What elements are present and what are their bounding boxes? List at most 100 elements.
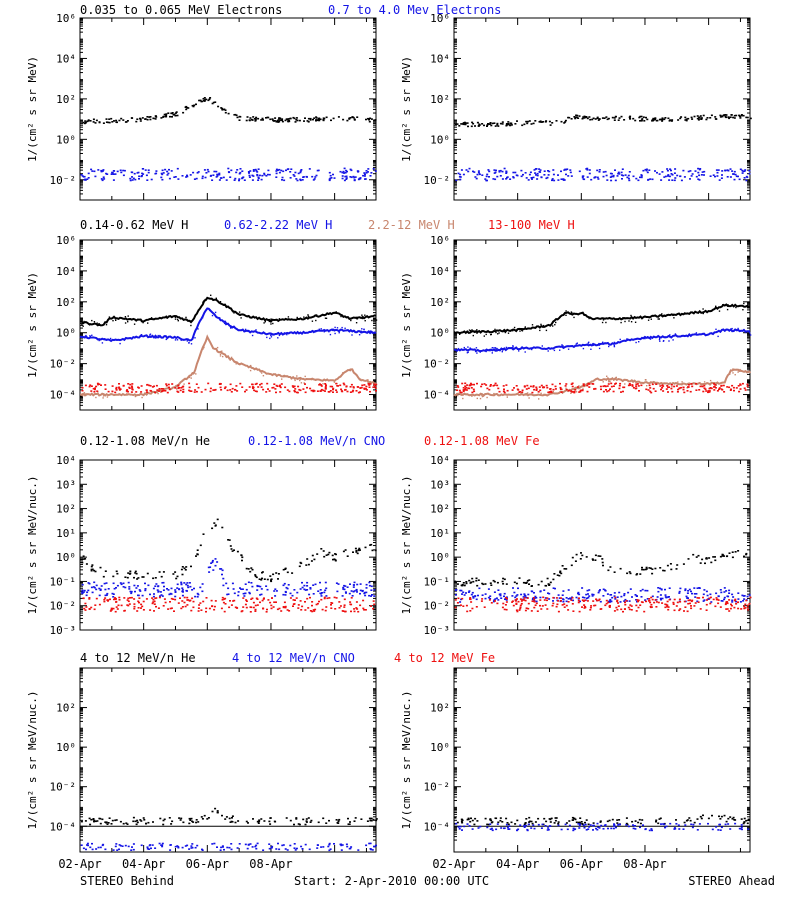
y-tick-label: 10⁻² bbox=[424, 600, 451, 613]
data-point bbox=[111, 172, 114, 174]
data-point bbox=[158, 388, 161, 390]
data-point bbox=[325, 595, 328, 597]
data-point bbox=[486, 124, 489, 126]
data-point bbox=[343, 383, 346, 386]
data-point bbox=[82, 591, 85, 593]
data-point bbox=[723, 555, 725, 557]
data-point bbox=[689, 178, 691, 180]
data-point bbox=[596, 117, 599, 120]
data-point bbox=[666, 169, 669, 172]
data-point bbox=[191, 820, 194, 823]
data-point bbox=[520, 175, 523, 178]
data-point bbox=[592, 593, 595, 596]
data-point bbox=[643, 120, 646, 122]
data-point bbox=[602, 390, 605, 393]
data-point bbox=[712, 598, 715, 601]
data-point bbox=[708, 597, 711, 600]
data-point bbox=[306, 585, 309, 587]
data-point bbox=[577, 591, 580, 594]
data-point bbox=[495, 348, 497, 351]
series-title: 4 to 12 MeV Fe bbox=[394, 651, 495, 665]
data-point bbox=[289, 177, 292, 179]
data-point bbox=[567, 348, 570, 350]
data-point bbox=[549, 388, 552, 390]
data-point bbox=[683, 176, 686, 178]
data-point bbox=[245, 119, 248, 122]
data-point bbox=[338, 818, 341, 821]
data-point bbox=[190, 390, 193, 392]
data-point bbox=[160, 391, 162, 393]
data-point bbox=[311, 610, 314, 613]
data-point bbox=[613, 341, 616, 344]
data-point bbox=[696, 597, 699, 599]
data-point bbox=[211, 527, 214, 530]
data-point bbox=[727, 304, 729, 306]
data-point bbox=[220, 607, 223, 610]
data-point bbox=[146, 383, 149, 386]
data-point bbox=[111, 592, 114, 595]
data-point bbox=[737, 385, 740, 387]
data-point bbox=[127, 597, 130, 600]
data-point bbox=[564, 119, 567, 122]
data-point bbox=[249, 369, 252, 372]
y-tick-label: 10⁴ bbox=[430, 454, 450, 467]
data-point bbox=[115, 606, 118, 608]
data-point bbox=[573, 390, 576, 393]
data-point bbox=[223, 387, 226, 390]
data-point bbox=[570, 392, 572, 394]
data-point bbox=[487, 588, 490, 590]
data-point bbox=[538, 121, 541, 123]
data-point bbox=[219, 353, 222, 355]
data-point bbox=[521, 124, 524, 127]
data-point bbox=[84, 820, 87, 822]
data-point bbox=[613, 592, 616, 594]
data-point bbox=[105, 594, 108, 596]
data-point bbox=[301, 848, 304, 850]
data-point bbox=[540, 176, 543, 179]
data-point bbox=[155, 170, 158, 172]
data-point bbox=[251, 383, 254, 386]
data-point bbox=[106, 599, 109, 601]
data-point bbox=[530, 585, 533, 587]
data-point bbox=[737, 371, 739, 373]
data-point bbox=[535, 600, 538, 603]
data-point bbox=[176, 575, 179, 578]
data-point bbox=[645, 169, 648, 172]
data-point bbox=[463, 594, 466, 596]
data-point bbox=[261, 117, 264, 120]
data-point bbox=[628, 608, 631, 611]
data-point bbox=[683, 600, 686, 603]
data-point bbox=[664, 336, 666, 338]
data-point bbox=[316, 119, 319, 122]
data-point bbox=[569, 597, 572, 599]
data-point bbox=[94, 175, 97, 178]
data-point bbox=[620, 608, 623, 611]
data-point bbox=[255, 390, 258, 393]
series-title: 2.2-12 MeV H bbox=[368, 218, 455, 232]
data-point bbox=[191, 589, 194, 591]
data-point bbox=[676, 174, 679, 177]
data-point bbox=[254, 604, 257, 607]
data-point bbox=[114, 845, 117, 848]
data-point bbox=[637, 385, 640, 387]
data-point bbox=[642, 568, 645, 571]
data-point bbox=[640, 119, 643, 121]
data-point bbox=[490, 602, 493, 604]
data-point bbox=[739, 601, 742, 603]
data-point bbox=[340, 849, 343, 851]
data-point bbox=[154, 577, 157, 579]
data-point bbox=[695, 382, 698, 385]
data-point bbox=[335, 391, 338, 393]
data-point bbox=[218, 173, 221, 176]
data-point bbox=[518, 577, 521, 579]
data-point bbox=[524, 595, 527, 597]
data-point bbox=[341, 177, 344, 180]
data-point bbox=[85, 394, 87, 397]
data-point bbox=[275, 572, 278, 574]
data-point bbox=[554, 385, 557, 388]
data-point bbox=[95, 597, 98, 600]
series-title: 0.62-2.22 MeV H bbox=[224, 218, 332, 232]
data-point bbox=[329, 385, 332, 388]
data-point bbox=[309, 821, 312, 823]
data-point bbox=[524, 599, 527, 602]
